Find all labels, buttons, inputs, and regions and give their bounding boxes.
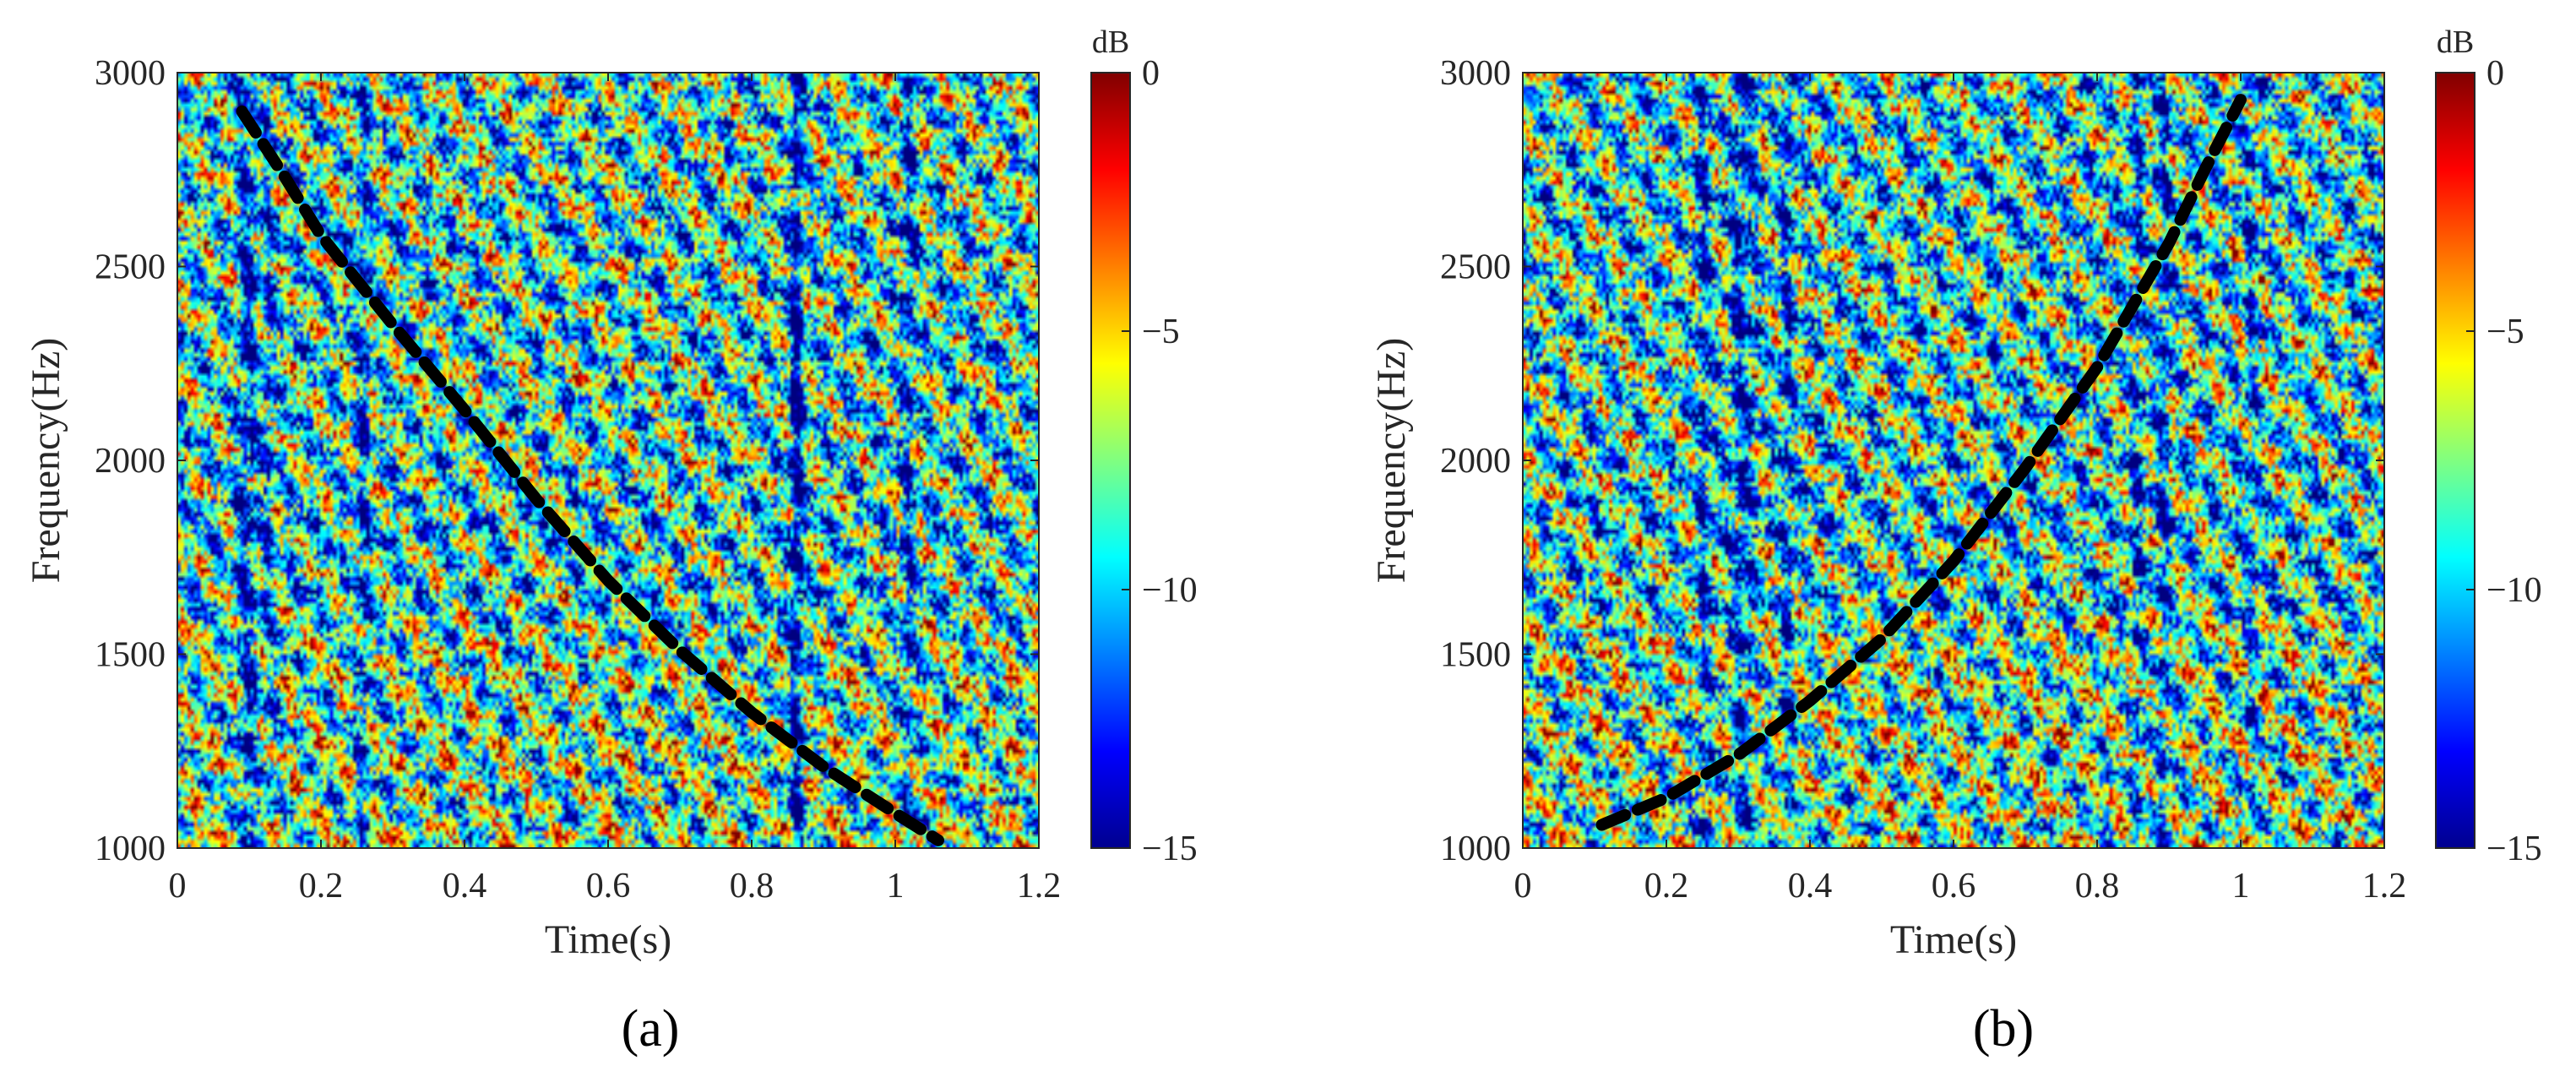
spectrogram-panel-b: 0 0.2 0.4 0.6 0.8 1 1.2 1000 1500 2000 2500 3000 Tim… [1369,24,2542,1058]
y-tick-label: 2000 [1440,442,1511,481]
y-tick-label: 2500 [95,248,166,287]
x-axis-label: Time(s) [1890,917,2017,962]
colorbar-tick-label: −15 [2486,830,2542,868]
x-tick-label: 0.8 [730,867,774,906]
panel-caption: (b) [1973,1000,2034,1058]
y-axis-label: Frequency(Hz) [24,338,68,584]
x-tick-label: 0.4 [443,867,487,906]
spectrogram-heatmap [177,73,1039,848]
chirp-trace-line [1595,94,2247,831]
y-tick-label: 2000 [95,442,166,481]
x-tick-label: 0.2 [299,867,344,906]
colorbar-tick-label: 0 [1142,54,1160,93]
colorbar-tick-label: −15 [1142,830,1198,868]
spectrogram-heatmap [1523,73,2384,848]
y-tick-label: 3000 [95,54,166,93]
colorbar-unit-label: dB [2437,24,2474,60]
colorbar-tick-label: −10 [2486,571,2542,610]
colorbar-unit-label: dB [1092,24,1129,60]
x-tick-label: 0.6 [586,867,631,906]
colorbar-tick-label: 0 [2486,54,2504,93]
x-tick-label: 1.2 [1017,867,1062,906]
x-tick-label: 0.2 [1644,867,1689,906]
y-tick-label: 1000 [1440,830,1511,868]
colorbar [2435,72,2475,849]
y-axis-label: Frequency(Hz) [1369,338,1414,584]
chirp-trace-line [236,105,944,846]
x-tick-label: 1 [887,867,905,906]
y-tick-label: 1500 [1440,636,1511,675]
x-tick-label: 1.2 [2362,867,2407,906]
y-tick-label: 3000 [1440,54,1511,93]
panel-caption: (a) [622,1000,680,1058]
x-tick-label: 0 [169,867,187,906]
colorbar [1090,72,1131,849]
colorbar-tick-label: −10 [1142,571,1198,610]
x-tick-label: 0 [1514,867,1532,906]
x-axis-label: Time(s) [545,917,671,962]
y-tick-label: 1500 [95,636,166,675]
y-tick-label: 1000 [95,830,166,868]
spectrogram-panel-a: 0 0.2 0.4 0.6 0.8 1 1.2 1000 1500 2000 2500 3000 Tim… [24,24,1198,1058]
colorbar-tick-label: −5 [2486,313,2524,351]
y-tick-label: 2500 [1440,248,1511,287]
x-tick-label: 1 [2232,867,2250,906]
x-tick-label: 0.4 [1788,867,1833,906]
colorbar-tick-label: −5 [1142,313,1180,351]
x-tick-label: 0.6 [1932,867,1976,906]
x-tick-label: 0.8 [2075,867,2120,906]
